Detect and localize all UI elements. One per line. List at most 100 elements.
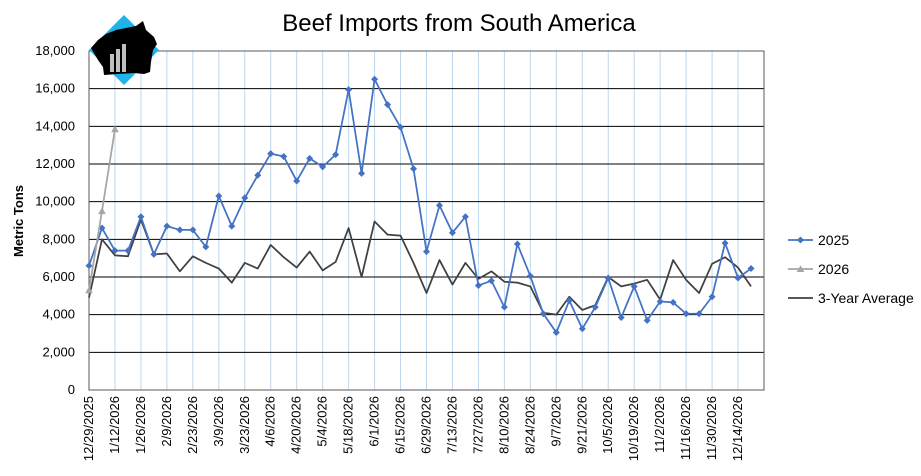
logo-bar-2: [116, 49, 120, 72]
data-point: [682, 310, 690, 318]
x-tick-label: 11/2/2026: [652, 396, 667, 453]
data-point: [448, 229, 456, 237]
data-point: [435, 201, 443, 209]
legend-label-1: 2026: [818, 261, 849, 277]
x-tick-label: 8/24/2026: [522, 396, 537, 454]
data-point: [306, 154, 314, 162]
y-tick-label: 18,000: [35, 43, 75, 58]
y-tick-label: 4,000: [42, 307, 75, 322]
data-point: [241, 194, 249, 202]
y-tick-label: 14,000: [35, 118, 75, 133]
data-point: [228, 222, 236, 230]
logo-bar-3: [122, 44, 126, 72]
data-point: [552, 329, 560, 337]
data-point: [215, 192, 223, 200]
x-tick-label: 5/18/2026: [341, 396, 356, 454]
x-tick-label: 4/6/2026: [263, 396, 278, 447]
x-tick-label: 9/21/2026: [574, 396, 589, 454]
data-point: [202, 243, 210, 251]
x-tick-label: 8/10/2026: [496, 396, 511, 454]
legend-label-0: 2025: [818, 232, 849, 248]
logo: [89, 15, 159, 85]
x-tick-label: 7/13/2026: [444, 396, 459, 454]
data-point: [539, 310, 547, 318]
data-point: [708, 293, 716, 301]
data-point: [111, 247, 119, 255]
data-point: [461, 213, 469, 221]
data-point: [319, 163, 327, 171]
data-point: [630, 282, 638, 290]
legend: 2025 2026 3-Year Average: [788, 232, 914, 306]
data-point: [565, 297, 573, 305]
data-point: [526, 272, 534, 280]
x-tick-label: 6/1/2026: [367, 396, 382, 447]
gridlines: [88, 50, 765, 391]
data-point: [397, 123, 405, 131]
data-point: [358, 169, 366, 177]
data-point: [124, 247, 132, 255]
series-layer: [85, 75, 755, 337]
x-tick-label: 2/23/2026: [185, 396, 200, 454]
y-axis-label: Metric Tons: [11, 185, 26, 257]
data-point: [371, 75, 379, 83]
x-tick-label: 6/15/2026: [393, 396, 408, 454]
y-tick-label: 10,000: [35, 194, 75, 209]
chart-title: Beef Imports from South America: [282, 10, 636, 37]
data-point: [345, 86, 353, 94]
data-point: [98, 207, 106, 215]
data-point: [150, 250, 158, 258]
x-tick-label: 3/23/2026: [237, 396, 252, 454]
y-tick-label: 0: [68, 382, 75, 397]
data-point: [747, 265, 755, 273]
legend-marker-0: [797, 236, 804, 244]
x-tick-label: 4/20/2026: [289, 396, 304, 454]
y-tick-label: 2,000: [42, 344, 75, 359]
x-tick-label: 5/4/2026: [315, 396, 330, 447]
data-point: [669, 298, 677, 306]
y-axis-ticks: 0 2,000 4,000 6,000 8,000 10,000 12,000 14,000 1…: [35, 43, 75, 397]
x-tick-label: 10/5/2026: [600, 396, 615, 454]
x-tick-label: 6/29/2026: [419, 396, 434, 454]
data-point: [721, 239, 729, 247]
legend-marker-1: [796, 265, 805, 272]
data-point: [474, 281, 482, 289]
data-point: [656, 297, 664, 305]
data-point: [591, 303, 599, 311]
data-point: [384, 101, 392, 109]
x-tick-label: 12/29/2025: [81, 396, 96, 461]
legend-label-2: 3-Year Average: [818, 290, 914, 306]
plot-border: [88, 50, 765, 391]
data-point: [254, 171, 262, 179]
data-point: [293, 177, 301, 185]
x-tick-label: 10/19/2026: [626, 396, 641, 461]
series-line-0: [88, 78, 752, 334]
data-point: [163, 222, 171, 230]
data-point: [280, 152, 288, 160]
x-tick-label: 12/14/2026: [730, 396, 745, 461]
data-point: [410, 165, 418, 173]
y-tick-label: 12,000: [35, 156, 75, 171]
data-point: [85, 262, 93, 270]
series-line-2: [88, 218, 752, 316]
x-tick-label: 1/26/2026: [133, 396, 148, 454]
x-tick-label: 11/16/2026: [678, 396, 693, 460]
x-tick-label: 2/9/2026: [159, 396, 174, 447]
y-tick-label: 8,000: [42, 231, 75, 246]
x-tick-label: 11/30/2026: [704, 396, 719, 460]
data-point: [500, 303, 508, 311]
data-point: [643, 316, 651, 324]
data-point: [423, 248, 430, 256]
data-point: [176, 226, 184, 234]
data-point: [513, 240, 521, 248]
y-tick-label: 6,000: [42, 269, 75, 284]
data-point: [604, 274, 612, 282]
data-point: [695, 310, 703, 318]
data-point: [578, 325, 586, 333]
data-point: [332, 151, 340, 159]
data-point: [189, 226, 197, 234]
x-axis-ticks: 12/29/2025 1/12/2026 1/26/2026 2/9/2026 2/23…: [81, 396, 745, 461]
x-tick-label: 1/12/2026: [107, 396, 122, 454]
data-point: [267, 150, 275, 158]
